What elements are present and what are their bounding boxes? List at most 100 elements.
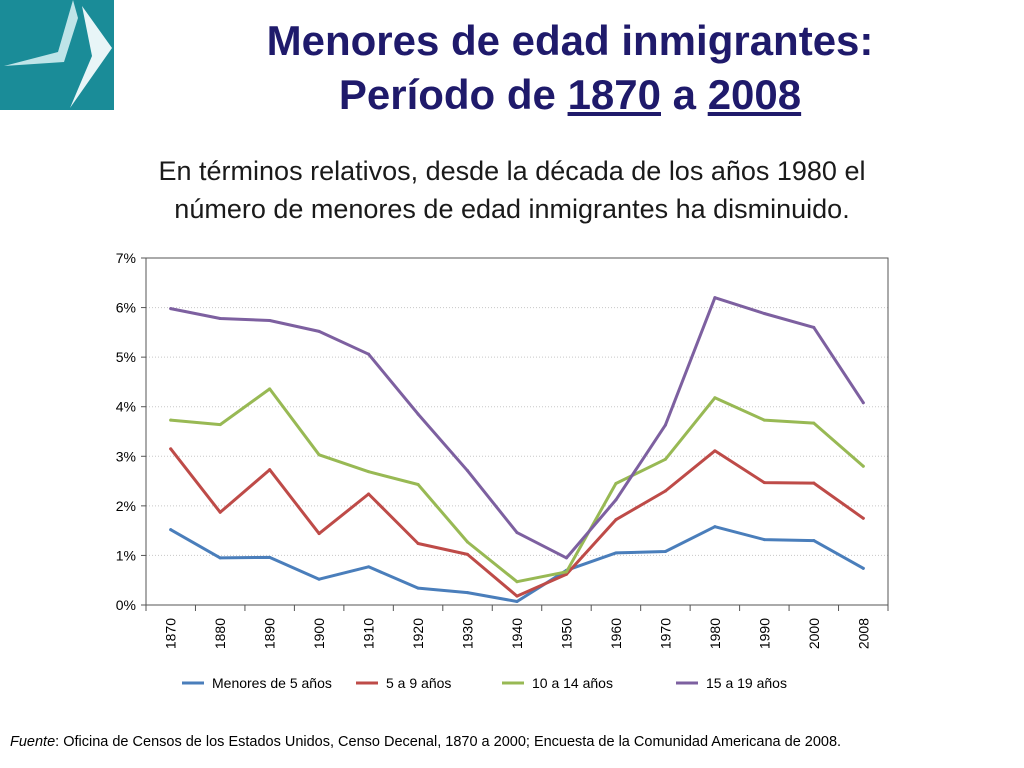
x-tick-label: 1940 bbox=[509, 618, 525, 649]
data-point bbox=[169, 418, 173, 422]
data-point bbox=[268, 555, 272, 559]
plot-area-border bbox=[145, 257, 889, 606]
data-point bbox=[713, 449, 717, 453]
data-point bbox=[614, 518, 618, 522]
y-tick-label: 0% bbox=[116, 597, 136, 613]
line-chart: 0% 1% 2% 3% 4% 5% 6% 7% 1870 1880 1890 1900 1910 1920… bbox=[116, 250, 889, 691]
title-line-2: Período de 1870 a 2008 bbox=[160, 68, 980, 122]
legend-label: 15 a 19 años bbox=[706, 675, 787, 691]
data-point bbox=[268, 468, 272, 472]
series-line bbox=[169, 447, 865, 598]
logo bbox=[0, 0, 114, 110]
data-point bbox=[713, 525, 717, 529]
legend-label: 5 a 9 años bbox=[386, 675, 451, 691]
logo-arrow-lower bbox=[70, 6, 112, 108]
data-point bbox=[268, 318, 272, 322]
data-point bbox=[812, 481, 816, 485]
data-point bbox=[762, 481, 766, 485]
data-point bbox=[466, 591, 470, 595]
legend-label: 10 a 14 años bbox=[532, 675, 613, 691]
y-tick-label: 7% bbox=[116, 250, 136, 266]
data-point bbox=[663, 457, 667, 461]
y-tick-label: 1% bbox=[116, 547, 136, 563]
data-point bbox=[861, 464, 865, 468]
data-point bbox=[564, 570, 568, 574]
data-point bbox=[416, 542, 420, 546]
data-point bbox=[466, 540, 470, 544]
x-tick-label: 1960 bbox=[608, 618, 624, 649]
data-point bbox=[861, 566, 865, 570]
data-point bbox=[812, 421, 816, 425]
data-point bbox=[218, 556, 222, 560]
data-point bbox=[861, 516, 865, 520]
data-point bbox=[268, 387, 272, 391]
data-point bbox=[218, 510, 222, 514]
x-tick-label: 2000 bbox=[806, 618, 822, 649]
data-point bbox=[416, 586, 420, 590]
title-connector: a bbox=[661, 71, 708, 118]
data-point bbox=[812, 325, 816, 329]
y-tick-label: 5% bbox=[116, 349, 136, 365]
title-year-end: 2008 bbox=[707, 71, 802, 118]
data-point bbox=[713, 296, 717, 300]
subtitle: En términos relativos, desde la década d… bbox=[40, 152, 984, 228]
title-line-1: Menores de edad inmigrantes: bbox=[266, 17, 874, 64]
data-point bbox=[416, 483, 420, 487]
data-point bbox=[169, 528, 173, 532]
title-year-start: 1870 bbox=[567, 71, 661, 118]
data-point bbox=[663, 549, 667, 553]
data-point bbox=[367, 565, 371, 569]
data-point bbox=[713, 396, 717, 400]
data-point bbox=[564, 572, 568, 576]
x-tick-label: 1950 bbox=[558, 618, 574, 649]
x-tick-label: 1930 bbox=[460, 618, 476, 649]
data-point bbox=[614, 498, 618, 502]
data-point bbox=[762, 418, 766, 422]
data-point bbox=[317, 453, 321, 457]
data-point bbox=[169, 447, 173, 451]
x-tick-label: 1970 bbox=[657, 618, 673, 649]
data-point bbox=[515, 531, 519, 535]
data-point bbox=[317, 329, 321, 333]
y-tick-label: 2% bbox=[116, 498, 136, 514]
data-point bbox=[367, 492, 371, 496]
data-point bbox=[762, 312, 766, 316]
legend-label: Menores de 5 años bbox=[212, 675, 332, 691]
data-point bbox=[812, 539, 816, 543]
data-point bbox=[663, 423, 667, 427]
data-point bbox=[614, 482, 618, 486]
x-tick-label: 1980 bbox=[707, 618, 723, 649]
series-line bbox=[169, 525, 865, 603]
data-point bbox=[663, 489, 667, 493]
x-tick-label: 1990 bbox=[756, 618, 772, 649]
data-point bbox=[515, 594, 519, 598]
x-tick-label: 1900 bbox=[311, 618, 327, 649]
title-period-prefix: Período de bbox=[338, 71, 568, 118]
y-tick-label: 3% bbox=[116, 448, 136, 464]
subtitle-line-1: En términos relativos, desde la década d… bbox=[158, 156, 866, 186]
data-point bbox=[367, 470, 371, 474]
data-point bbox=[861, 401, 865, 405]
logo-arrow-upper bbox=[4, 0, 78, 66]
x-tick-label: 2008 bbox=[855, 618, 871, 649]
x-tick-label: 1870 bbox=[163, 618, 179, 649]
y-tick-label: 6% bbox=[116, 300, 136, 316]
data-point bbox=[564, 556, 568, 560]
series-line bbox=[169, 296, 865, 560]
data-point bbox=[218, 316, 222, 320]
y-tick-label: 4% bbox=[116, 399, 136, 415]
data-point bbox=[515, 580, 519, 584]
data-point bbox=[416, 412, 420, 416]
data-point bbox=[515, 600, 519, 604]
series-line bbox=[169, 387, 865, 584]
data-point bbox=[169, 307, 173, 311]
data-point bbox=[614, 551, 618, 555]
data-point bbox=[218, 423, 222, 427]
data-point bbox=[317, 532, 321, 536]
data-point bbox=[466, 469, 470, 473]
subtitle-line-2: número de menores de edad inmigrantes ha… bbox=[174, 194, 850, 224]
data-point bbox=[367, 352, 371, 356]
x-tick-label: 1880 bbox=[212, 618, 228, 649]
data-point bbox=[466, 552, 470, 556]
x-tick-label: 1890 bbox=[262, 618, 278, 649]
